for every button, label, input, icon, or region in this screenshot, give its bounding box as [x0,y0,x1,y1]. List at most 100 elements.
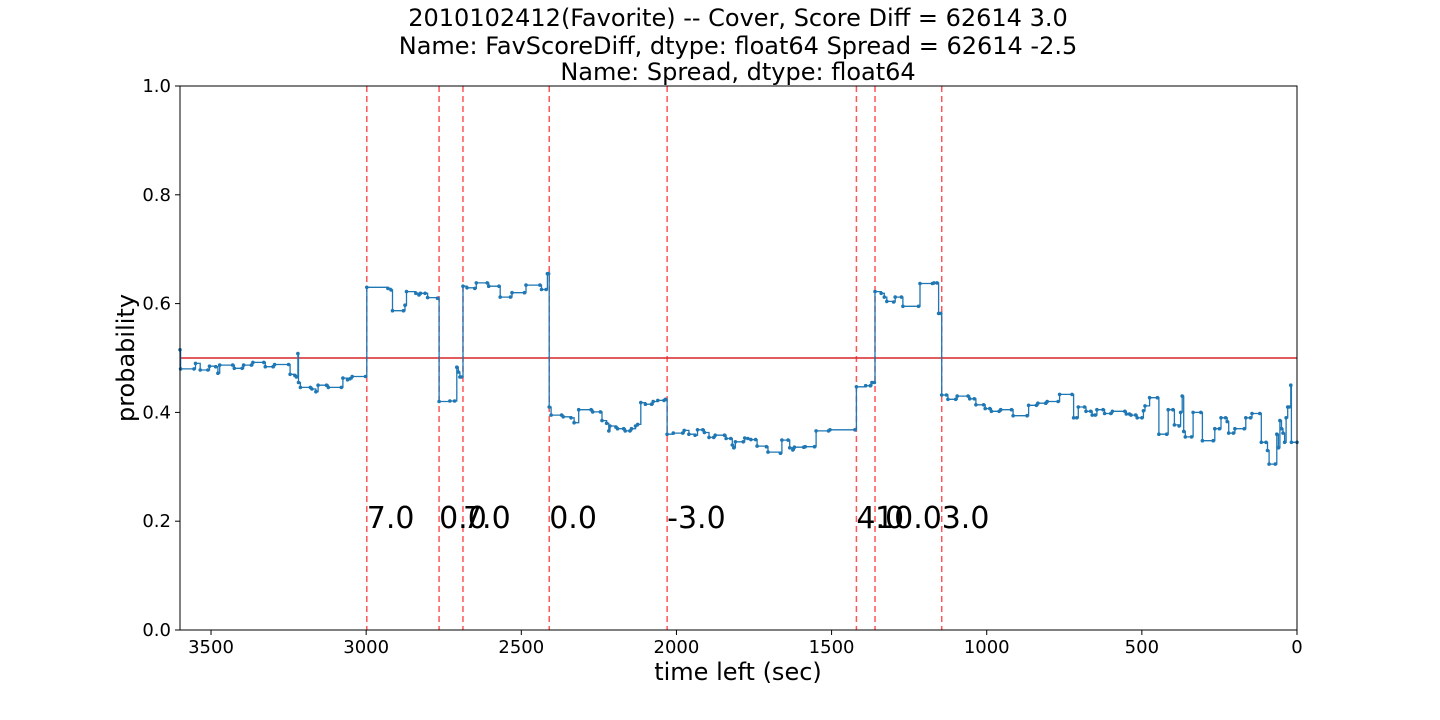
data-point [1056,399,1060,404]
axes-frame [179,85,1298,631]
data-point [437,399,441,404]
x-axis-ticks: 3500 3000 2500 2000 1500 1000 500 0 [188,630,1303,658]
data-point [724,436,728,441]
y-tick-label: 0.4 [142,402,171,423]
data-point [1140,416,1144,420]
data-point [539,287,544,292]
data-point [448,399,452,403]
data-point [893,295,897,299]
data-point [732,446,736,450]
data-point [1178,410,1183,415]
data-point [1110,409,1115,414]
data-point [1166,407,1170,412]
data-point [600,418,604,423]
y-tick-label: 0.0 [142,620,171,641]
data-point [350,374,355,379]
event-annotations: 7.0 0.07.0 0.0 -3.0 4.010.0 3.0 [367,501,990,536]
data-point [341,376,345,380]
x-tick-label: 1500 [809,637,855,658]
data-point [786,438,790,442]
data-point [546,271,551,276]
data-point [939,393,944,397]
data-point [365,285,369,290]
data-point [213,364,218,369]
data-point [1264,440,1268,445]
data-point [868,383,873,388]
data-point [607,429,611,433]
data-point [314,389,318,394]
data-point [1233,426,1237,431]
data-point [1157,432,1161,437]
x-tick-label: 0 [1291,637,1302,658]
data-point [1025,413,1029,418]
data-point [465,286,469,290]
data-point [572,420,576,425]
data-point [722,433,727,438]
data-point [401,308,406,313]
data-point [629,426,634,431]
data-point [1026,403,1031,408]
data-point [792,445,797,450]
title-line-1: 2010102412(Favorite) -- Cover, Score Dif… [408,4,1067,32]
data-point [1265,448,1270,453]
title-line-2: Name: FavScoreDiff, dtype: float64 Sprea… [399,32,1078,60]
data-point [1070,392,1074,397]
data-point [742,436,747,440]
data-point [663,397,668,402]
data-point [1276,446,1281,450]
data-point [953,397,958,402]
data-point [935,281,939,285]
data-point [946,397,950,402]
x-tick-label: 1000 [964,637,1010,658]
data-point [623,429,627,433]
data-point [389,288,393,292]
data-point [1123,409,1127,414]
data-point [1071,416,1076,420]
data-point [1177,424,1181,428]
data-point [207,364,212,369]
data-point [639,400,643,405]
data-point [404,289,409,294]
data-point [498,295,503,299]
data-point [1242,426,1247,431]
data-point [615,426,620,431]
data-point [872,380,877,385]
data-point [1289,383,1293,388]
data-point [1129,413,1133,417]
data-point [1074,416,1079,420]
data-point [1036,401,1040,406]
data-point [1009,407,1014,412]
data-point [989,409,994,414]
data-point [863,383,868,388]
data-point [966,394,970,398]
data-point [901,304,905,309]
data-point [418,291,423,296]
data-point [178,367,183,371]
x-tick-label: 2000 [654,637,700,658]
data-point [749,437,753,442]
data-point [193,361,198,366]
data-point [296,351,300,356]
data-point [891,300,896,304]
data-point [272,362,277,367]
data-point [251,360,255,365]
data-point [561,415,565,419]
data-point [1095,407,1099,412]
data-point [1278,418,1282,423]
data-point [1093,413,1098,417]
data-point [755,444,759,448]
data-point [728,436,733,441]
data-point [988,406,992,411]
data-point [522,290,527,295]
data-point [1133,413,1138,417]
data-point [608,424,612,428]
data-point [1191,410,1195,415]
data-point [974,403,978,407]
data-point [198,368,202,372]
data-point [232,366,237,371]
data-point [764,444,769,449]
data-point [1284,416,1288,420]
data-point [1102,411,1107,416]
data-point [456,370,461,374]
data-point [671,431,676,435]
